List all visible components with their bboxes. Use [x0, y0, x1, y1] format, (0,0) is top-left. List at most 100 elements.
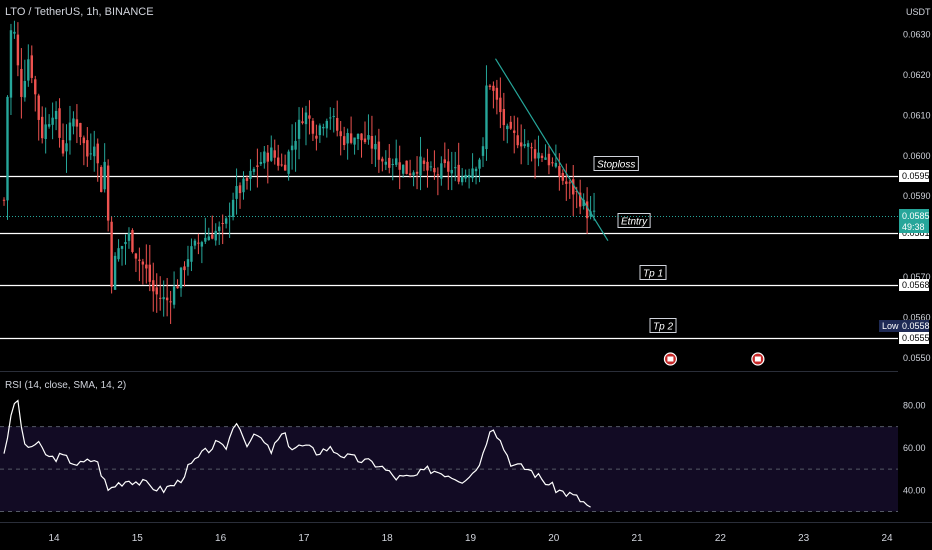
trendline-group[interactable]: [494, 58, 609, 242]
candle-body: [134, 253, 138, 259]
candle-body: [537, 152, 540, 159]
date-tick-label: 24: [881, 533, 893, 544]
candle-body: [561, 172, 565, 181]
candle-body: [16, 34, 20, 66]
candle: [315, 124, 318, 151]
candle: [96, 138, 99, 182]
candle-body: [86, 140, 89, 157]
candle-body: [554, 162, 558, 167]
horizontal-levels[interactable]: Stoploss Etntry Tp 1 Tp 2: [0, 156, 898, 340]
candle-body: [415, 171, 419, 174]
candle: [467, 168, 471, 189]
candle-body: [419, 156, 422, 176]
candle-body: [290, 145, 294, 151]
candle-body: [315, 135, 318, 139]
candle: [23, 59, 27, 102]
tp1-annotation-text: Tp 1: [643, 269, 663, 280]
candle: [544, 144, 547, 160]
candle-body: [342, 136, 346, 146]
rsi-indicator-title[interactable]: RSI (14, close, SMA, 14, 2): [5, 380, 127, 391]
rsi-axis[interactable]: 80.00 60.00 40.00: [903, 400, 926, 495]
candle: [44, 107, 47, 154]
candle: [207, 227, 210, 241]
candle-body: [218, 226, 221, 231]
candle-body: [457, 164, 460, 182]
date-axis[interactable]: 14 15 16 17 18 19 20 21 22 23 24: [48, 533, 893, 544]
candle-body: [283, 164, 287, 171]
candle-body: [388, 157, 391, 168]
earnings-flag-icon[interactable]: [751, 352, 765, 366]
candle: [363, 121, 367, 144]
candle-body: [322, 127, 325, 129]
candle-body: [589, 211, 592, 217]
candle-body: [30, 55, 33, 78]
candle: [266, 144, 270, 184]
candle: [374, 135, 377, 167]
stoploss-annotation[interactable]: Stoploss: [593, 156, 639, 171]
candle: [245, 175, 249, 190]
candle-body: [353, 137, 356, 145]
price-tick-label: 0.0590: [903, 191, 931, 201]
candle-body: [214, 230, 217, 241]
candle-body: [304, 112, 308, 125]
candle-body: [401, 164, 405, 174]
candle: [134, 252, 138, 272]
earnings-flag-icon[interactable]: [663, 352, 678, 366]
candle-body: [398, 162, 401, 170]
candle: [155, 273, 158, 313]
candle: [568, 180, 571, 199]
candle-body: [27, 59, 30, 81]
candle: [530, 142, 533, 162]
price-axis[interactable]: 0.06300.06200.06100.06000.05900.05700.05…: [903, 29, 931, 363]
tp1-annotation[interactable]: Tp 1: [639, 265, 667, 280]
symbol-title[interactable]: LTO / TetherUS, 1h, BINANCE: [5, 6, 154, 18]
candle-body: [113, 255, 117, 290]
rsi-line-group: [3, 399, 591, 508]
candle-body: [370, 135, 374, 149]
candle: [124, 234, 127, 265]
date-tick-label: 17: [298, 533, 310, 544]
candle-body: [454, 167, 457, 169]
candle-body: [349, 133, 353, 143]
candle-body: [179, 267, 183, 289]
candle-body: [13, 31, 16, 34]
candle-body: [297, 119, 301, 139]
candle: [211, 215, 214, 240]
candle: [200, 240, 204, 264]
candle-body: [367, 135, 370, 140]
candle-body: [44, 124, 47, 139]
candle: [578, 179, 582, 215]
candle-body: [190, 246, 193, 262]
rsi-band-group: [0, 426, 898, 513]
date-tick-label: 15: [132, 533, 144, 544]
entry-annotation[interactable]: Etntry: [617, 213, 651, 228]
candle: [551, 157, 554, 167]
tp2-annotation[interactable]: Tp 2: [649, 318, 677, 333]
descending-trendline[interactable]: [494, 58, 609, 242]
candle-body: [176, 286, 179, 289]
tp2-price-tag: 0.0555: [899, 332, 930, 344]
candle: [398, 145, 401, 190]
candle-body: [6, 96, 9, 201]
event-markers[interactable]: [663, 352, 765, 366]
candle-body: [169, 301, 172, 303]
price-tick-label: 0.0610: [903, 110, 931, 120]
candle-body: [308, 115, 311, 119]
candle-body: [519, 142, 523, 147]
candle-body: [391, 164, 394, 166]
candle-body: [464, 174, 467, 179]
candle-body: [238, 185, 242, 194]
candle: [429, 161, 433, 172]
candle: [58, 98, 61, 148]
candle: [457, 142, 460, 185]
low-price-bg: [899, 320, 929, 332]
candle-body: [106, 165, 110, 221]
candle-body: [89, 153, 92, 155]
candle-body: [585, 201, 589, 219]
annotation-box: [639, 265, 667, 280]
candle-body: [356, 133, 360, 139]
candle-body: [447, 161, 450, 172]
candle-body: [336, 117, 339, 131]
candle: [141, 258, 145, 285]
